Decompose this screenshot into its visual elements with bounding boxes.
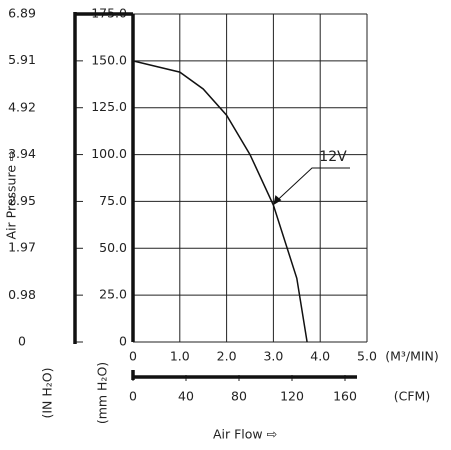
x-tick-label: 2.0 [217, 349, 237, 364]
x2-unit: (CFM) [394, 389, 430, 404]
annotation-leader [276, 167, 350, 202]
x-tick-label: 5.0 [357, 349, 377, 364]
y2-tick-label: 0 [18, 334, 26, 349]
x-axis-title: Air Flow ⇨ [213, 427, 278, 442]
annotation-arrow [273, 195, 282, 206]
y-unit: (mm H₂O) [95, 362, 110, 424]
annotation-label: 12V [319, 149, 347, 165]
y-tick-label: 100.0 [91, 146, 127, 161]
y-tick-label: 150.0 [91, 52, 127, 67]
y2-tick-label: 4.92 [8, 99, 36, 114]
curve [132, 60, 308, 343]
y-tick-label: 75.0 [99, 193, 127, 208]
x-tick-label: 0 [129, 349, 137, 364]
x2-tick-label: 0 [129, 389, 137, 404]
x2-tick-label: 80 [231, 389, 247, 404]
y-tick-label: 125.0 [91, 99, 127, 114]
x2-tick-label: 160 [333, 389, 357, 404]
y-tick-label: 25.0 [99, 287, 127, 302]
y-tick-label: 50.0 [99, 240, 127, 255]
y2-tick-label: 2.95 [8, 193, 36, 208]
y2-tick-label: 5.91 [8, 52, 36, 67]
y2-unit: (IN H₂O) [40, 367, 55, 418]
x-unit: (M³/MIN) [385, 349, 439, 364]
x-tick-label: 3.0 [263, 349, 283, 364]
x-tick-label: 4.0 [310, 349, 330, 364]
y-tick-label: 0 [119, 334, 127, 349]
y2-tick-label: 6.89 [8, 6, 36, 21]
y2-tick-label: 3.94 [8, 146, 36, 161]
y2-tick-label: 0.98 [8, 287, 36, 302]
x2-tick-label: 120 [280, 389, 304, 404]
y-axis-title: Air Pressure ⇨ [4, 150, 19, 239]
x2-tick-label: 40 [178, 389, 194, 404]
x-tick-label: 1.0 [170, 349, 190, 364]
y2-tick-label: 1.97 [8, 240, 36, 255]
